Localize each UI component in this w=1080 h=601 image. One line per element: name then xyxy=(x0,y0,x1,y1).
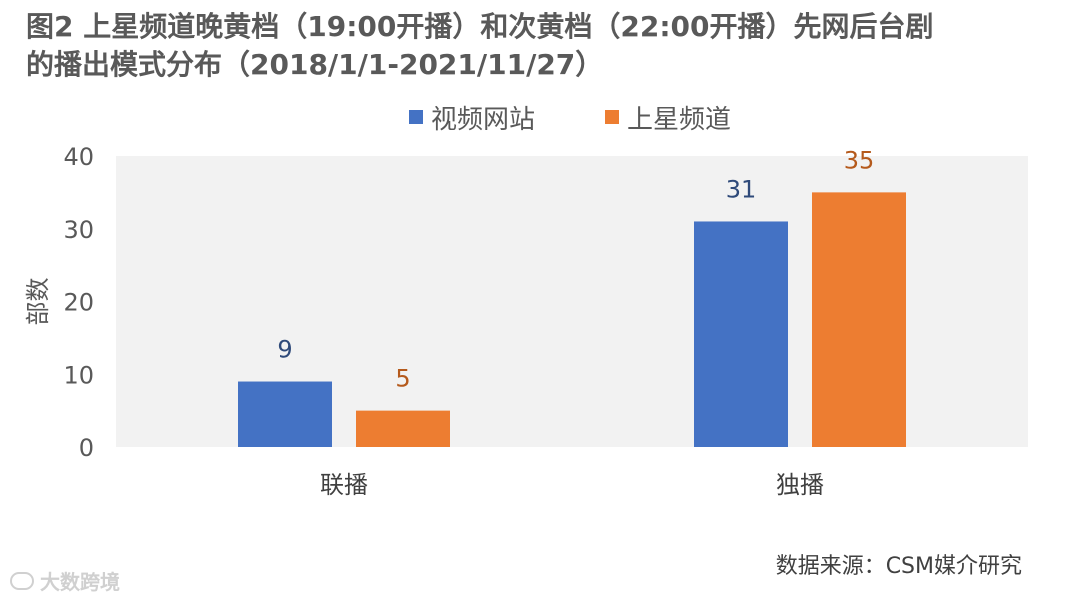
y-tick-label: 20 xyxy=(63,289,94,317)
data-label: 5 xyxy=(395,365,410,393)
y-tick-label: 0 xyxy=(79,434,94,462)
bar xyxy=(238,381,332,447)
legend-swatch-satellite-channels xyxy=(605,110,619,124)
x-tick-label: 独播 xyxy=(776,471,824,499)
data-label: 31 xyxy=(726,175,757,203)
legend-item-video-sites: 视频网站 xyxy=(408,99,535,136)
legend-label-satellite-channels: 上星频道 xyxy=(627,104,732,135)
watermark-logo-icon xyxy=(10,571,34,590)
bar xyxy=(694,221,788,447)
bar xyxy=(356,410,450,447)
legend-label-video-sites: 视频网站 xyxy=(430,104,535,135)
legend-item-satellite-channels: 上星频道 xyxy=(605,99,731,136)
y-tick-label: 40 xyxy=(63,143,94,171)
data-label: 35 xyxy=(844,146,875,174)
watermark: 大数跨境 xyxy=(10,566,120,595)
chart-title: 图2 上星频道晚黄档（19:00开播）和次黄档（22:00开播）先网后台剧 的播… xyxy=(26,8,1066,84)
x-tick-label: 联播 xyxy=(320,471,368,499)
chart-legend: 视频网站 上星频道 xyxy=(0,99,1080,136)
y-axis-label: 部数 xyxy=(24,278,52,326)
y-tick-label: 10 xyxy=(63,361,94,389)
y-tick-label: 30 xyxy=(63,216,94,244)
watermark-text: 大数跨境 xyxy=(40,570,120,594)
bar xyxy=(812,192,906,447)
chart-title-line1: 图2 上星频道晚黄档（19:00开播）和次黄档（22:00开播）先网后台剧 xyxy=(26,10,934,43)
chart-title-line2: 的播出模式分布（2018/1/1-2021/11/27） xyxy=(26,48,604,81)
source-note: 数据来源：CSM媒介研究 xyxy=(775,554,1022,579)
legend-swatch-video-sites xyxy=(408,110,423,124)
data-label: 9 xyxy=(277,336,292,364)
